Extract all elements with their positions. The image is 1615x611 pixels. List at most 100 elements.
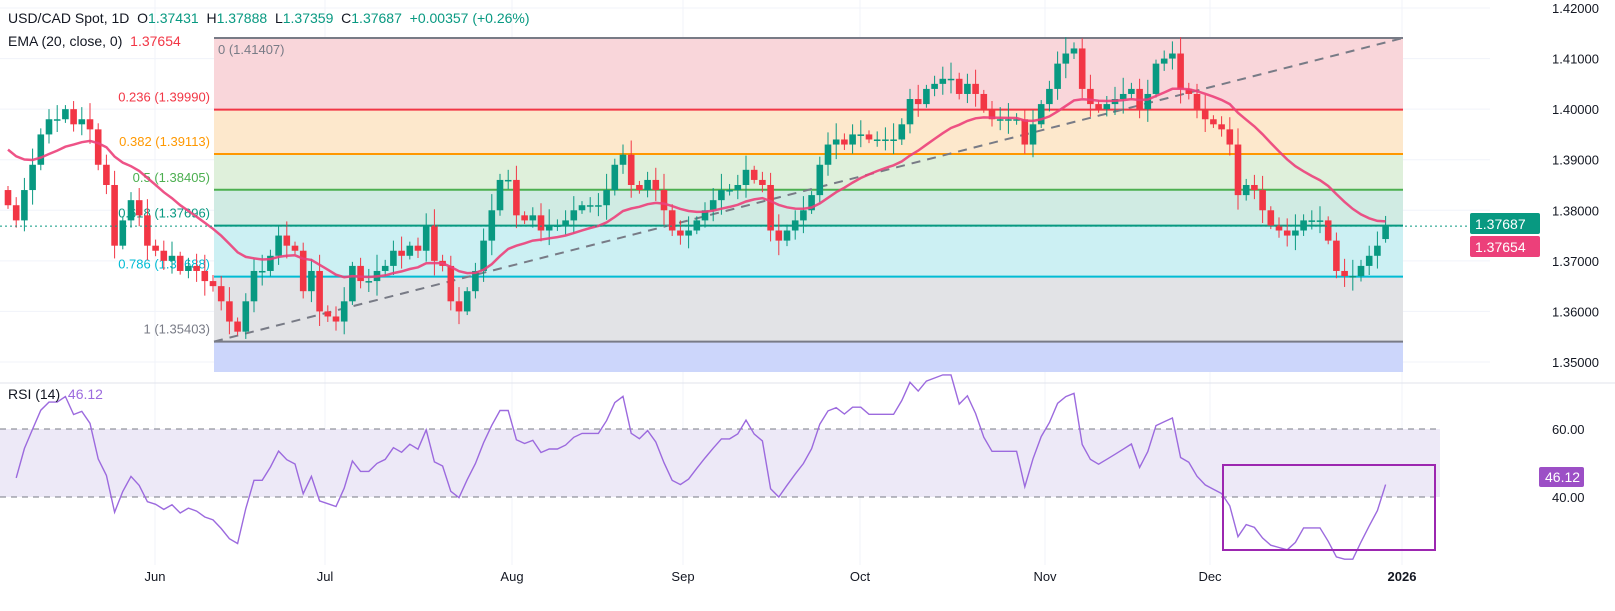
candle-down [668,210,676,231]
candle-up [1349,276,1357,278]
candle-up [258,270,266,273]
candle-up [1119,93,1127,100]
high-value: 1.37888 [216,10,268,26]
candle-down [176,255,184,271]
low-label: L [274,10,283,26]
candle-down [152,245,159,251]
fib-zone-0 [214,37,1403,110]
candle-down [865,134,873,140]
candle-down [299,250,307,292]
fib-label-0: 0 (1.41407) [218,42,285,57]
price-axis[interactable]: 1.42000 1.41000 1.40000 1.39000 1.38000 1.370… [1552,1,1599,370]
candle-down [324,311,332,317]
legend-main: USD/CAD Spot, 1D O1.37431 H1.37888 L1.37… [8,10,530,26]
candle-up [570,210,578,221]
candle-down [455,301,463,312]
candle-down [750,169,758,180]
legend-ema[interactable]: EMA (20, close, 0) 1.37654 [8,33,181,49]
candle-down [1087,88,1094,105]
candle-up [562,220,569,226]
candle-up [1070,48,1078,54]
candle-up [267,255,274,271]
candle-down [1078,48,1086,89]
candle-up [1013,119,1020,121]
candle-up [1103,104,1111,110]
candle-down [201,270,209,282]
candle-up [78,119,86,125]
candle-down [431,225,438,261]
price-tick-label: 1.35000 [1552,355,1599,370]
candle-up [1128,88,1135,94]
price-tick-label: 1.39000 [1552,153,1599,168]
ema-value: 1.37654 [130,33,181,49]
candle-up [849,134,856,145]
candle-up [1169,53,1176,59]
candle-up [1242,184,1250,196]
candle-up [1144,93,1152,110]
candle-up [800,210,807,221]
open-label: O [137,10,149,26]
candle-down [1283,230,1291,236]
candle-up [890,139,897,141]
candle-down [1259,190,1266,211]
candle-up [816,164,824,196]
candle-up [185,265,192,271]
candle-down [767,184,774,231]
legend-rsi[interactable]: RSI (14) 46.12 [8,386,103,402]
last-price-tag-text: 1.37687 [1475,216,1526,232]
candle-up [693,220,701,231]
candle-down [234,321,241,332]
candle-up [923,88,930,105]
candle-down [1226,129,1234,145]
candle-up [53,119,61,121]
candle-up [603,190,610,206]
time-tick-label: Aug [500,569,523,584]
candle-down [447,265,455,302]
candle-up [701,210,709,221]
candle-up [21,190,28,221]
candle-down [972,83,979,94]
rsi-value: 46.12 [67,386,103,402]
candle-up [964,83,971,94]
candle-up [1300,220,1307,231]
candle-up [29,164,36,191]
candle-up [488,210,496,241]
time-tick-label: Nov [1033,569,1057,584]
candle-up [1308,220,1316,222]
candle-down [988,109,996,120]
candle-down [217,286,225,302]
candle-up [496,179,504,211]
candle-up [832,139,840,145]
candle-up [1357,265,1365,277]
close-value: 1.37687 [351,10,402,26]
highlight-box[interactable] [1222,464,1436,551]
candle-down [660,190,668,211]
symbol-title[interactable]: USD/CAD Spot, 1D [8,10,130,26]
price-tick-label: 1.36000 [1552,304,1599,319]
fib-label-0.382: 0.382 (1.39113) [119,134,210,149]
candle-up [504,179,512,182]
time-tick-label: Jun [145,569,166,584]
candle-up [37,134,45,165]
candle-up [882,139,889,141]
fib-trend-line[interactable] [213,37,1404,343]
candle-down [94,129,102,165]
candle-up [480,240,487,271]
candle-up [898,124,906,140]
candle-up [611,164,619,191]
candle-down [537,215,545,231]
candle-up [734,184,742,191]
candle-down [283,235,291,246]
candle-down [414,245,422,251]
candle-down [398,250,405,256]
candle-up [791,220,799,231]
candle-down [4,190,12,206]
candle-down [144,215,151,246]
rsi-axis-40: 40.00 [1552,490,1585,505]
candle-up [349,265,356,302]
candle-down [1218,124,1225,130]
time-axis[interactable]: Jun Jul Aug Sep Oct Nov Dec 2026 [145,569,1417,584]
candle-up [1365,255,1373,266]
candle-down [357,265,364,282]
